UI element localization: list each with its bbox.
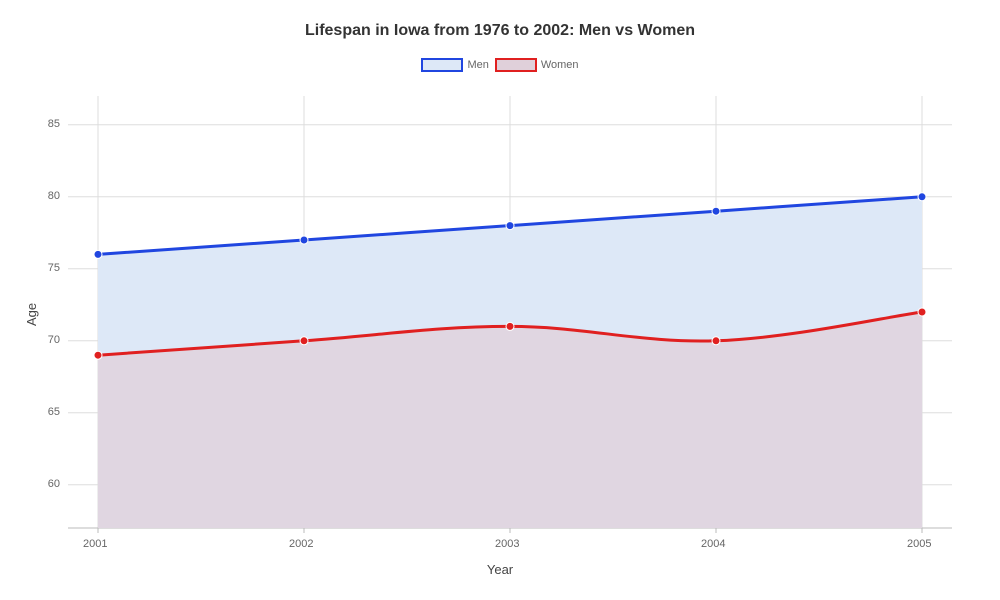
- y-tick-label: 60: [48, 478, 60, 490]
- marker-women[interactable]: [712, 337, 720, 345]
- marker-women[interactable]: [300, 337, 308, 345]
- y-tick-label: 65: [48, 406, 60, 418]
- legend: Men Women: [0, 58, 1000, 72]
- marker-men[interactable]: [506, 222, 514, 230]
- x-tick-label: 2004: [701, 538, 725, 550]
- x-tick-label: 2002: [289, 538, 313, 550]
- x-tick-label: 2001: [83, 538, 107, 550]
- legend-box-women: [495, 58, 537, 72]
- chart-container: Lifespan in Iowa from 1976 to 2002: Men …: [0, 0, 1000, 600]
- marker-women[interactable]: [918, 308, 926, 316]
- legend-label-women: Women: [541, 59, 579, 71]
- y-tick-label: 75: [48, 262, 60, 274]
- marker-men[interactable]: [300, 236, 308, 244]
- x-tick-label: 2003: [495, 538, 519, 550]
- y-tick-label: 70: [48, 334, 60, 346]
- marker-women[interactable]: [94, 351, 102, 359]
- x-tick-label: 2005: [907, 538, 931, 550]
- x-axis-title: Year: [0, 562, 1000, 577]
- legend-box-men: [421, 58, 463, 72]
- marker-men[interactable]: [918, 193, 926, 201]
- legend-item-men[interactable]: Men: [421, 58, 488, 72]
- marker-women[interactable]: [506, 322, 514, 330]
- plot-area: [68, 96, 952, 528]
- y-axis-title: Age: [24, 303, 39, 326]
- chart-title: Lifespan in Iowa from 1976 to 2002: Men …: [0, 0, 1000, 40]
- legend-label-men: Men: [467, 59, 488, 71]
- marker-men[interactable]: [712, 207, 720, 215]
- chart-svg: [68, 96, 952, 528]
- legend-item-women[interactable]: Women: [495, 58, 579, 72]
- y-tick-label: 85: [48, 118, 60, 130]
- marker-men[interactable]: [94, 250, 102, 258]
- y-tick-label: 80: [48, 190, 60, 202]
